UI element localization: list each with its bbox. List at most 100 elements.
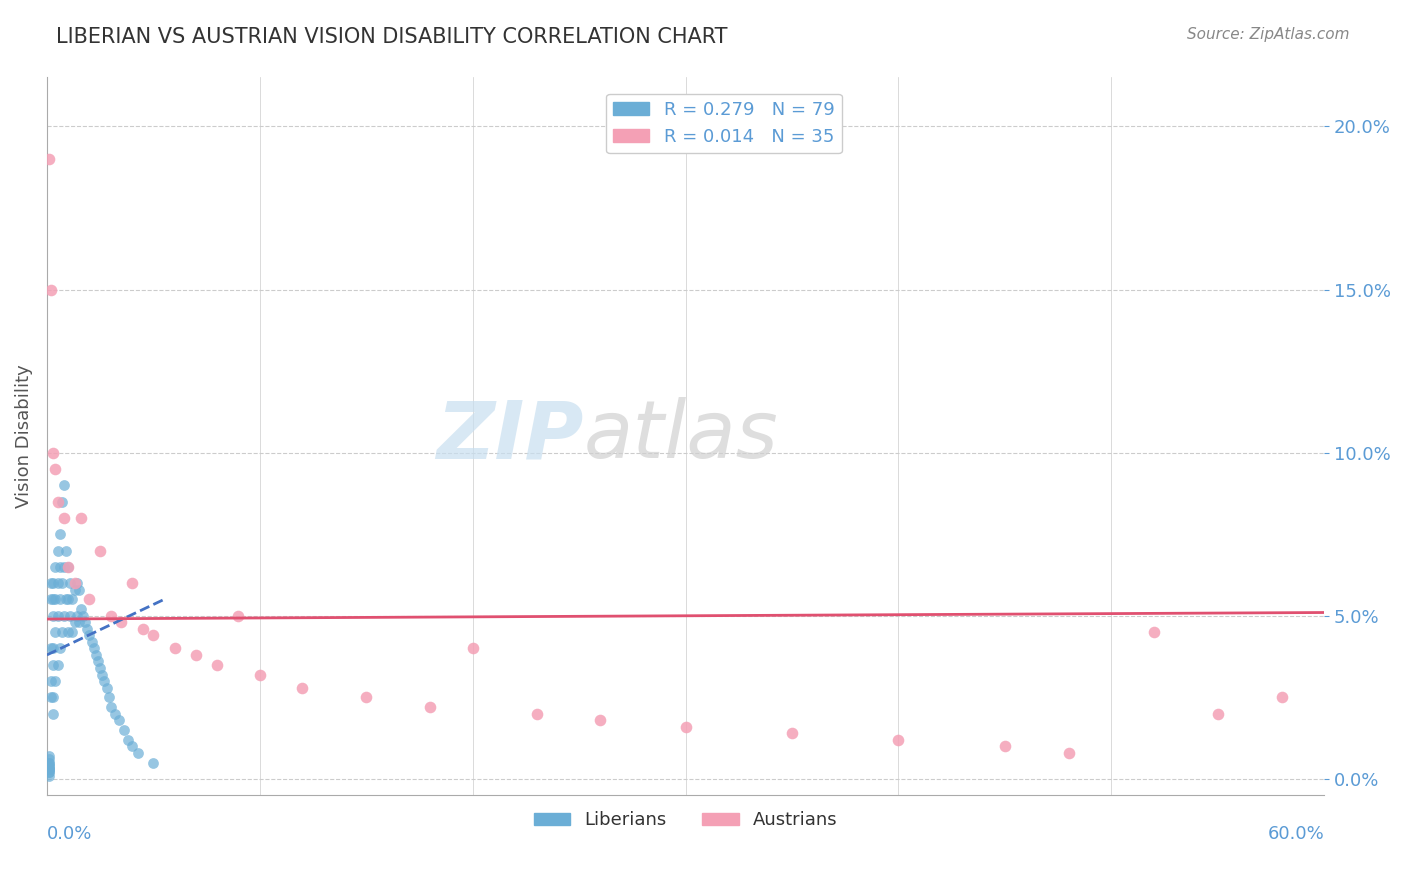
Point [42, 690, 65, 705]
Point [66, 576, 89, 591]
Point [291, 681, 314, 695]
Point [100, 608, 122, 623]
Point [39, 690, 62, 705]
Point [44, 673, 66, 688]
Point [59, 576, 82, 591]
Point [55, 592, 77, 607]
Point [91, 667, 114, 681]
Point [70, 511, 93, 525]
Point [39, 641, 62, 656]
Point [38, 152, 60, 166]
Point [38, 769, 60, 783]
Point [142, 756, 165, 770]
Point [163, 641, 186, 656]
Point [108, 713, 131, 727]
Point [97, 690, 120, 705]
Point [76, 622, 98, 636]
Point [79, 592, 101, 607]
Point [51, 576, 73, 591]
Point [38, 756, 60, 770]
Y-axis label: Vision Disability: Vision Disability [15, 365, 32, 508]
Point [100, 700, 122, 714]
Point [461, 641, 484, 656]
Point [52, 559, 75, 574]
Point [80, 635, 103, 649]
Point [42, 576, 65, 591]
Point [38, 759, 60, 773]
Point [55, 543, 77, 558]
Point [75, 615, 97, 630]
Point [121, 739, 143, 754]
Point [39, 592, 62, 607]
Point [56, 592, 79, 607]
Point [51, 494, 73, 508]
Point [67, 615, 90, 630]
Point [38, 759, 60, 773]
Point [39, 576, 62, 591]
Point [38, 756, 60, 770]
Point [89, 661, 111, 675]
Point [46, 543, 69, 558]
Point [104, 706, 127, 721]
Point [1206, 706, 1229, 721]
Point [780, 726, 803, 740]
Point [46, 657, 69, 672]
Point [44, 592, 66, 607]
Point [52, 511, 75, 525]
Point [38, 762, 60, 776]
Point [63, 615, 86, 630]
Point [205, 657, 228, 672]
Point [66, 608, 89, 623]
Point [48, 592, 70, 607]
Point [87, 655, 110, 669]
Point [44, 462, 66, 476]
Point [38, 749, 60, 764]
Point [675, 720, 697, 734]
Point [117, 732, 139, 747]
Text: LIBERIAN VS AUSTRIAN VISION DISABILITY CORRELATION CHART: LIBERIAN VS AUSTRIAN VISION DISABILITY C… [56, 27, 728, 46]
Point [1143, 625, 1166, 640]
Point [38, 752, 60, 766]
Point [526, 706, 548, 721]
Point [38, 765, 60, 780]
Point [121, 576, 143, 591]
Point [72, 608, 94, 623]
Point [249, 667, 271, 681]
Point [56, 559, 79, 574]
Point [56, 559, 79, 574]
Text: 0.0%: 0.0% [46, 824, 93, 843]
Text: Source: ZipAtlas.com: Source: ZipAtlas.com [1187, 27, 1350, 42]
Point [110, 615, 132, 630]
Point [63, 576, 86, 591]
Point [589, 713, 612, 727]
Point [46, 608, 69, 623]
Point [131, 622, 153, 636]
Point [112, 723, 135, 737]
Point [42, 608, 65, 623]
Point [42, 657, 65, 672]
Point [42, 592, 65, 607]
Point [48, 641, 70, 656]
Point [70, 602, 93, 616]
Point [59, 608, 82, 623]
Point [89, 543, 111, 558]
Point [83, 641, 105, 656]
Point [44, 625, 66, 640]
Point [42, 445, 65, 459]
Point [56, 625, 79, 640]
Point [38, 765, 60, 780]
Point [48, 527, 70, 541]
Point [1057, 746, 1080, 760]
Legend: Liberians, Austrians: Liberians, Austrians [526, 804, 845, 837]
Point [39, 673, 62, 688]
Point [127, 746, 149, 760]
Text: ZIP: ZIP [436, 397, 583, 475]
Point [38, 762, 60, 776]
Point [1271, 690, 1294, 705]
Point [44, 559, 66, 574]
Point [52, 478, 75, 492]
Point [62, 592, 84, 607]
Point [48, 559, 70, 574]
Point [887, 732, 910, 747]
Point [96, 681, 118, 695]
